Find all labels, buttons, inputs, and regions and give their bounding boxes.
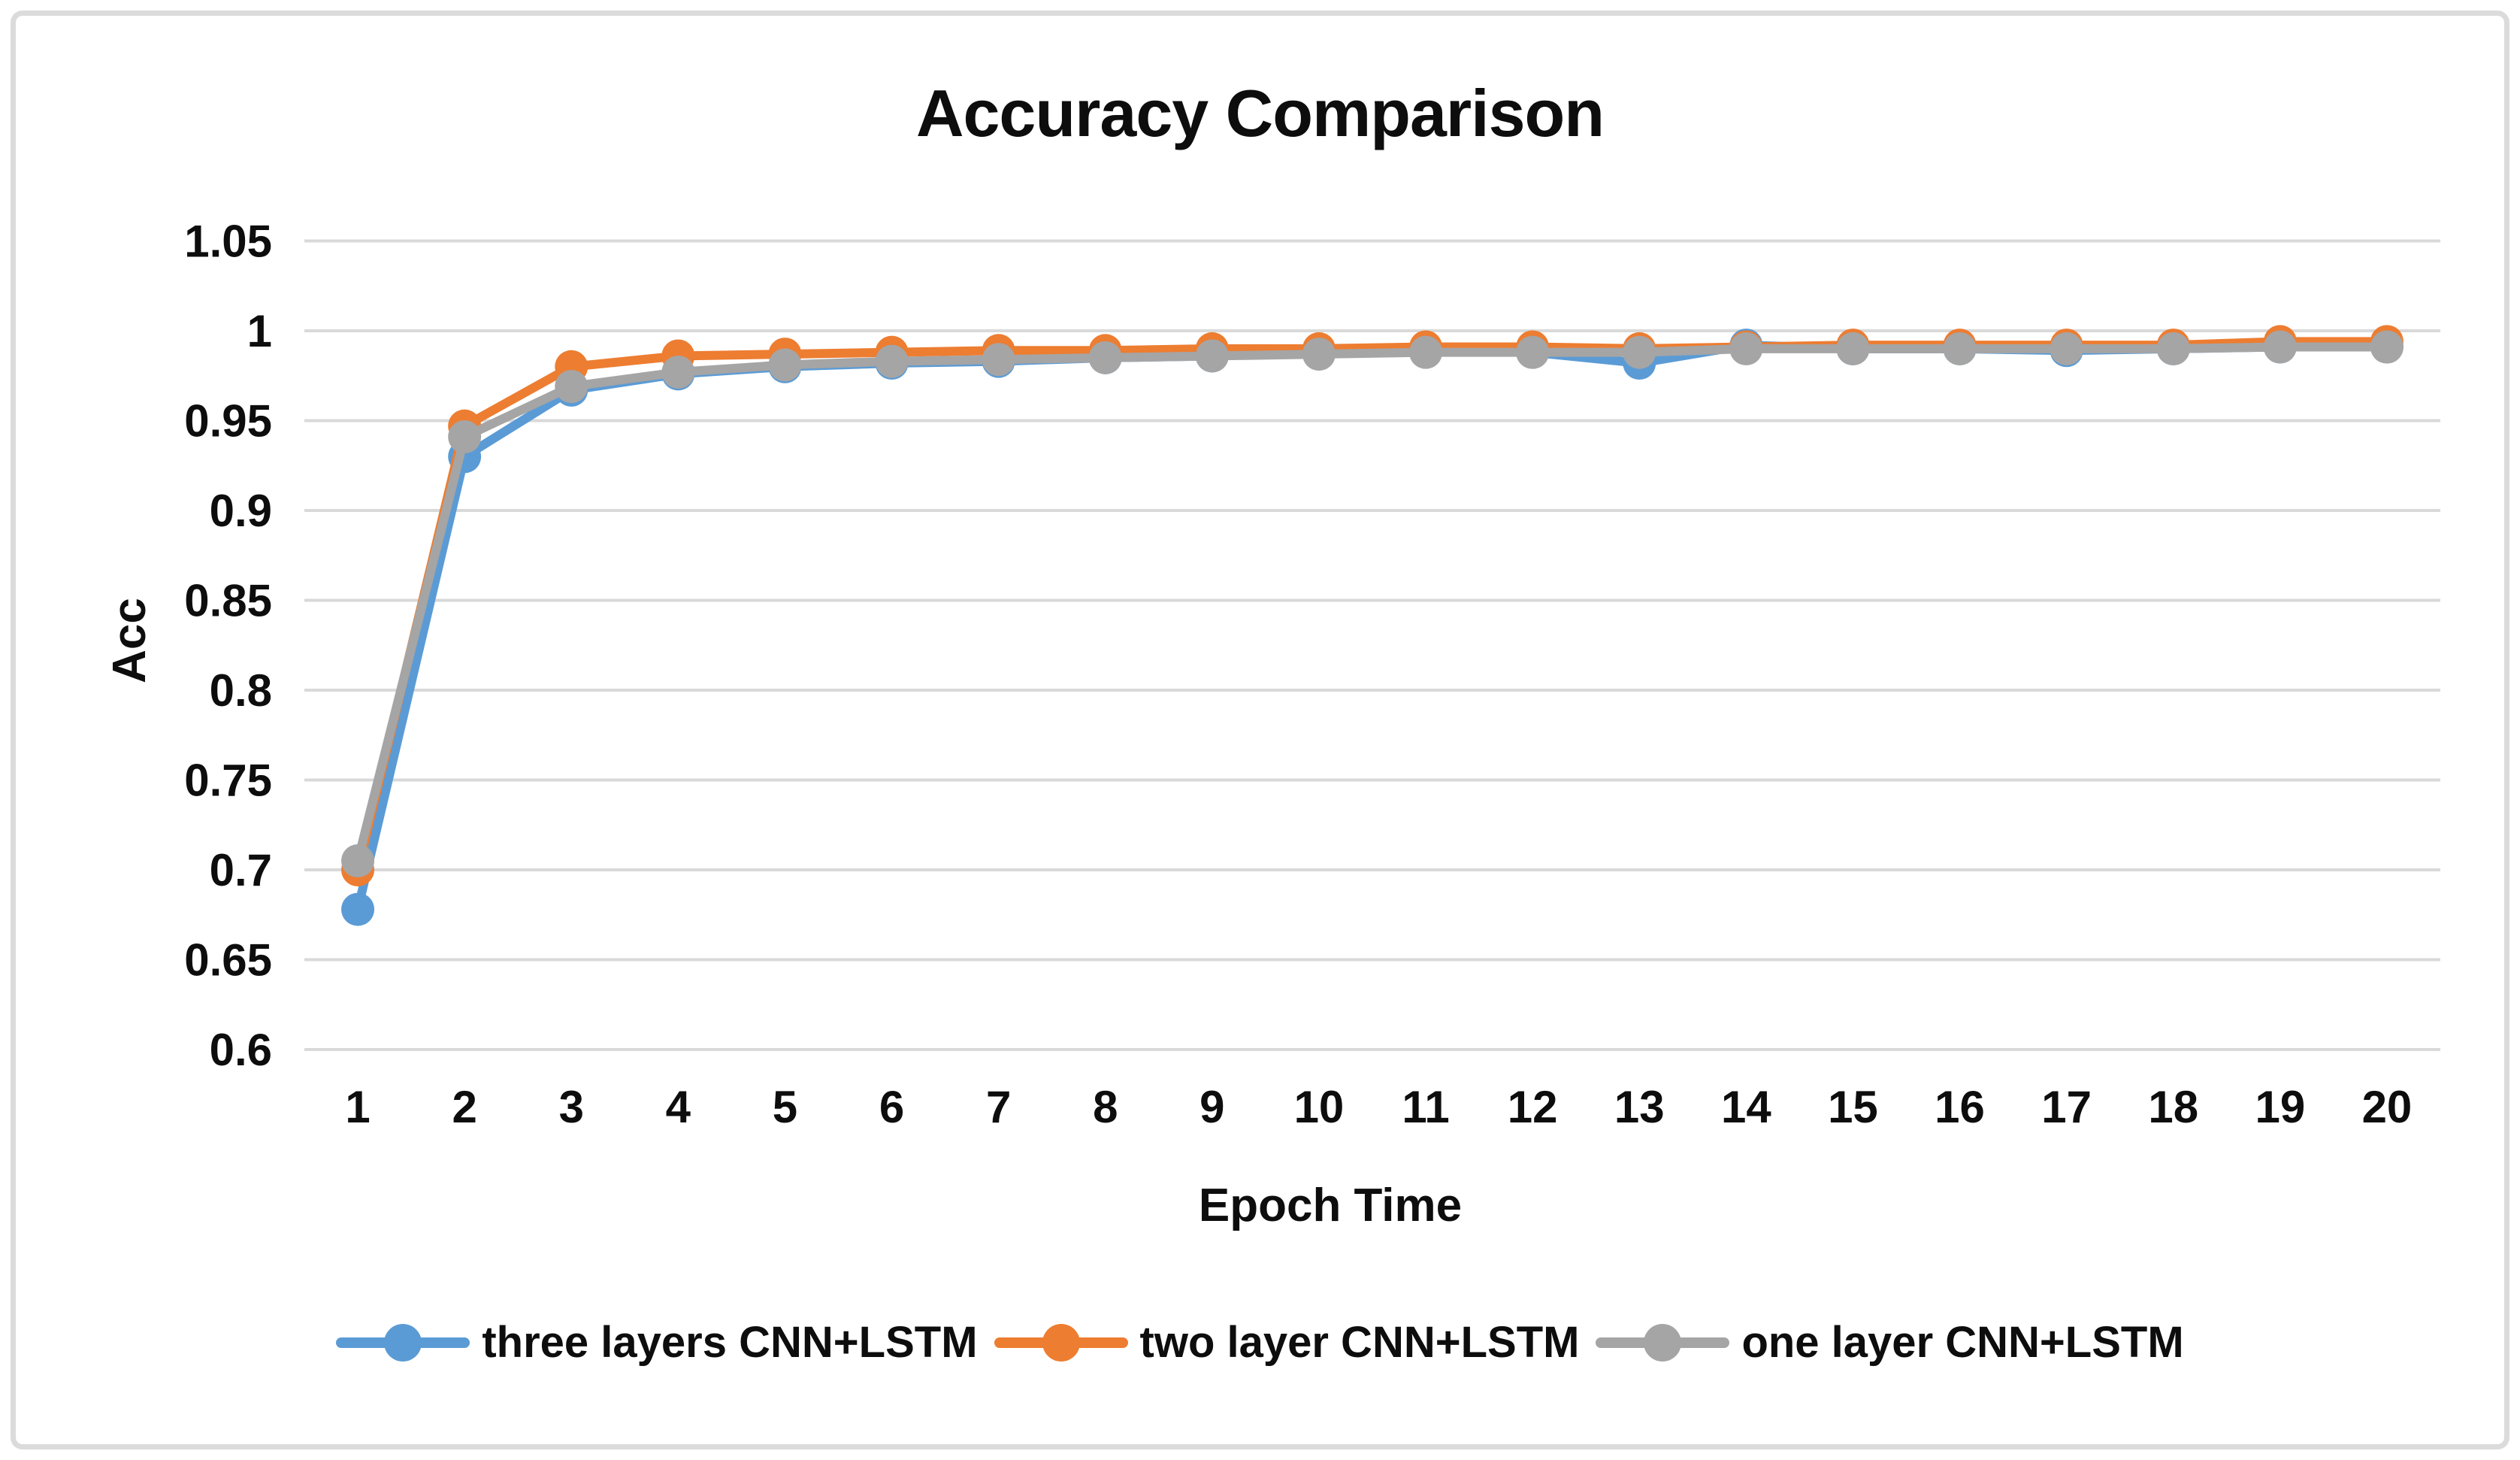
legend-label: three layers CNN+LSTM — [482, 1318, 978, 1367]
data-point-marker — [1195, 339, 1229, 373]
legend-dot-sample — [384, 1323, 422, 1362]
legend-dot-sample — [1644, 1323, 1682, 1362]
y-tick-label: 0.8 — [210, 665, 272, 716]
data-point-marker — [875, 344, 909, 378]
data-point-marker — [1943, 332, 1977, 365]
gridlines — [304, 239, 2440, 1051]
y-tick-label: 0.95 — [184, 396, 272, 447]
x-tick-label: 17 — [2041, 1082, 2092, 1132]
legend: three layers CNN+LSTM two layer CNN+LSTM o… — [0, 1317, 2520, 1368]
x-tick-label: 6 — [879, 1082, 904, 1132]
data-point-marker — [555, 370, 588, 404]
x-tick-label: 16 — [1935, 1082, 1985, 1132]
y-tick-label: 1 — [247, 306, 272, 356]
x-tick-label: 9 — [1199, 1082, 1224, 1132]
data-point-marker — [448, 420, 482, 454]
data-point-marker — [2263, 330, 2297, 364]
series-two-layer-cnn-lstm — [341, 325, 2404, 886]
data-point-marker — [1623, 335, 1656, 369]
x-tick-label: 19 — [2255, 1082, 2305, 1132]
x-tick-label: 8 — [1093, 1082, 1118, 1132]
legend-marker-icon — [994, 1323, 1128, 1362]
y-tick-label: 0.9 — [210, 486, 272, 536]
x-tick-label: 13 — [1614, 1082, 1665, 1132]
data-point-marker — [1836, 332, 1870, 365]
x-axis-title: Epoch Time — [1199, 1180, 1462, 1231]
data-point-marker — [2156, 332, 2190, 365]
x-tick-label: 2 — [452, 1082, 476, 1132]
data-point-marker — [2370, 330, 2404, 364]
x-tick-label: 1 — [345, 1082, 370, 1132]
x-tick-label: 4 — [666, 1082, 691, 1132]
legend-dot-sample — [1042, 1323, 1080, 1362]
legend-label: one layer CNN+LSTM — [1741, 1318, 2184, 1367]
data-point-marker — [1516, 335, 1550, 369]
x-tick-label: 14 — [1721, 1082, 1771, 1132]
x-tick-label: 18 — [2148, 1082, 2198, 1132]
legend-marker-icon — [336, 1323, 470, 1362]
legend-item-1: two layer CNN+LSTM — [994, 1317, 1580, 1368]
data-point-marker — [1088, 341, 1122, 374]
data-point-marker — [982, 343, 1015, 377]
y-tick-label: 0.65 — [184, 935, 272, 986]
series-three-layers-cnn-lstm — [341, 329, 2404, 926]
x-tick-label: 7 — [986, 1082, 1011, 1132]
legend-label: two layer CNN+LSTM — [1139, 1318, 1580, 1367]
x-tick-label: 20 — [2362, 1082, 2413, 1132]
y-axis-tick-labels: 1.05 1 0.95 0.9 0.85 0.8 0.75 0.7 0.65 0.6 — [184, 217, 272, 1076]
x-tick-label: 10 — [1294, 1082, 1345, 1132]
data-point-marker — [661, 355, 695, 389]
y-tick-label: 0.6 — [210, 1025, 272, 1075]
x-tick-label: 5 — [773, 1082, 797, 1132]
data-point-marker — [1729, 332, 1763, 365]
y-axis-title: Acc — [104, 598, 156, 683]
data-point-marker — [341, 844, 375, 878]
y-tick-label: 0.7 — [210, 845, 272, 895]
data-point-marker — [2050, 332, 2083, 365]
data-point-marker — [341, 892, 375, 926]
x-tick-label: 12 — [1508, 1082, 1558, 1132]
series-line — [353, 342, 2391, 866]
y-tick-label: 0.75 — [184, 756, 272, 806]
series-line — [353, 341, 2391, 914]
x-axis-tick-labels: 1 2 3 4 5 6 7 8 9 10 11 12 13 14 15 16 17 18 19 20 — [345, 1082, 2412, 1132]
chart-title: Accuracy Comparison — [915, 76, 1605, 150]
series-one-layer-cnn-lstm — [341, 330, 2404, 878]
legend-item-0: three layers CNN+LSTM — [336, 1317, 978, 1368]
data-point-marker — [1302, 338, 1336, 371]
x-tick-label: 3 — [559, 1082, 584, 1132]
legend-marker-icon — [1596, 1323, 1730, 1362]
data-point-marker — [1409, 335, 1443, 369]
legend-item-2: one layer CNN+LSTM — [1596, 1317, 2184, 1368]
x-tick-label: 11 — [1402, 1082, 1449, 1132]
data-point-marker — [768, 348, 802, 382]
y-tick-label: 1.05 — [184, 217, 272, 267]
y-tick-label: 0.85 — [184, 576, 272, 626]
x-tick-label: 15 — [1828, 1082, 1878, 1132]
